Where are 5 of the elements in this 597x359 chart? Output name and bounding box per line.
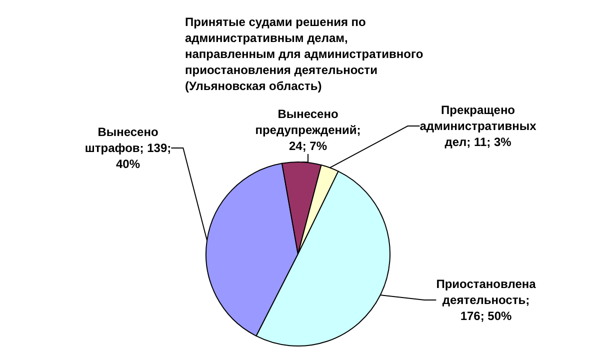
slice-label: Прекращено административных дел; 11; 3% bbox=[420, 103, 537, 149]
chart-title: Принятые судами решения по административным делам, направленным для административного приостановления деятельности (Ульяновская область) bbox=[185, 15, 426, 93]
slice-label: Вынесено предупреждений; 24; 7% bbox=[255, 107, 361, 153]
slice-label: Вынесено штрафов; 139; 40% bbox=[84, 125, 172, 171]
slice-label: Приостановлена деятельность; 176; 50% bbox=[436, 277, 536, 323]
